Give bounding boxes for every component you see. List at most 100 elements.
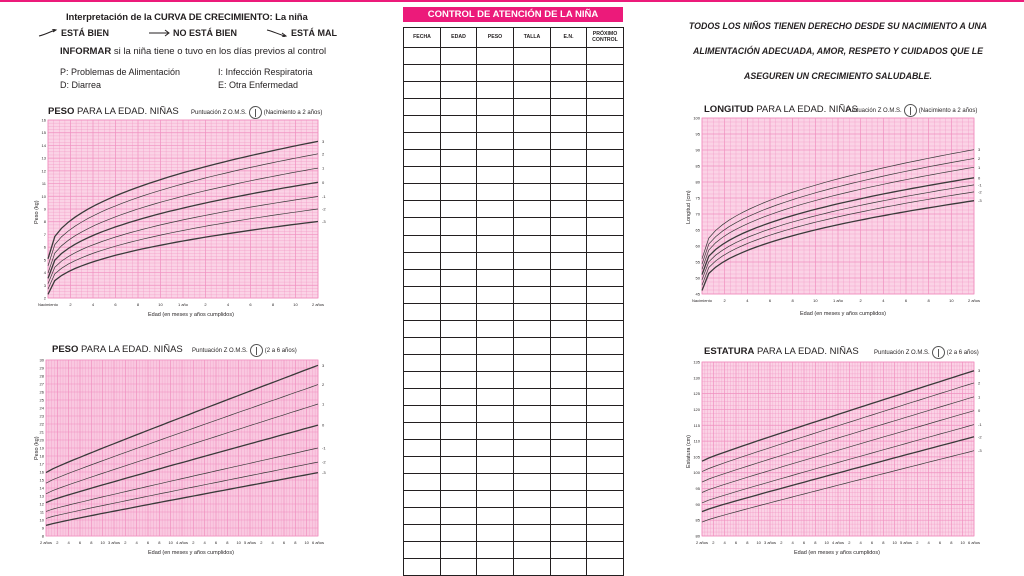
table-cell[interactable] (586, 370, 624, 389)
table-cell[interactable] (513, 115, 551, 134)
table-cell[interactable] (476, 387, 514, 406)
table-cell[interactable] (476, 353, 514, 372)
table-cell[interactable] (513, 353, 551, 372)
table-cell[interactable] (513, 422, 551, 441)
table-cell[interactable] (550, 422, 587, 441)
table-cell[interactable] (440, 404, 477, 424)
table-cell[interactable] (476, 541, 514, 560)
table-cell[interactable] (440, 473, 477, 492)
table-cell[interactable] (476, 46, 514, 66)
table-cell[interactable] (550, 490, 587, 509)
table-cell[interactable] (440, 46, 477, 66)
table-cell[interactable] (403, 285, 441, 304)
table-cell[interactable] (586, 166, 624, 185)
table-cell[interactable] (476, 251, 514, 270)
table-cell[interactable] (586, 456, 624, 475)
table-cell[interactable] (586, 149, 624, 168)
table-cell[interactable] (550, 541, 587, 560)
table-cell[interactable] (550, 319, 587, 338)
table-cell[interactable] (513, 234, 551, 253)
table-cell[interactable] (440, 336, 477, 355)
table-cell[interactable] (550, 217, 587, 236)
table-cell[interactable] (550, 149, 587, 168)
table-cell[interactable] (586, 404, 624, 424)
table-cell[interactable] (476, 302, 514, 321)
table-cell[interactable] (513, 336, 551, 355)
table-cell[interactable] (550, 353, 587, 372)
table-cell[interactable] (440, 541, 477, 560)
table-cell[interactable] (403, 166, 441, 185)
table-cell[interactable] (476, 473, 514, 492)
table-cell[interactable] (440, 200, 477, 219)
table-cell[interactable] (440, 115, 477, 134)
table-cell[interactable] (440, 456, 477, 475)
table-cell[interactable] (586, 387, 624, 406)
table-cell[interactable] (403, 268, 441, 287)
table-cell[interactable] (513, 166, 551, 185)
table-cell[interactable] (476, 132, 514, 151)
table-cell[interactable] (550, 370, 587, 389)
table-cell[interactable] (550, 336, 587, 355)
table-cell[interactable] (476, 98, 514, 117)
table-cell[interactable] (403, 183, 441, 202)
table-cell[interactable] (440, 234, 477, 253)
table-cell[interactable] (403, 524, 441, 543)
table-cell[interactable] (476, 268, 514, 287)
table-cell[interactable] (513, 404, 551, 424)
table-cell[interactable] (513, 285, 551, 304)
table-cell[interactable] (513, 558, 551, 576)
table-cell[interactable] (550, 404, 587, 424)
table-cell[interactable] (403, 115, 441, 134)
table-cell[interactable] (440, 183, 477, 202)
table-cell[interactable] (513, 268, 551, 287)
table-cell[interactable] (586, 217, 624, 236)
table-cell[interactable] (403, 98, 441, 117)
table-cell[interactable] (440, 387, 477, 406)
table-cell[interactable] (403, 507, 441, 526)
table-cell[interactable] (440, 98, 477, 117)
table-cell[interactable] (513, 473, 551, 492)
table-cell[interactable] (403, 149, 441, 168)
table-cell[interactable] (550, 302, 587, 321)
table-cell[interactable] (550, 285, 587, 304)
table-cell[interactable] (476, 166, 514, 185)
table-cell[interactable] (586, 183, 624, 202)
table-cell[interactable] (550, 268, 587, 287)
table-cell[interactable] (586, 81, 624, 100)
table-cell[interactable] (403, 64, 441, 83)
table-cell[interactable] (513, 541, 551, 560)
table-cell[interactable] (476, 456, 514, 475)
table-cell[interactable] (403, 387, 441, 406)
table-cell[interactable] (440, 490, 477, 509)
table-cell[interactable] (403, 336, 441, 355)
table-cell[interactable] (586, 507, 624, 526)
table-cell[interactable] (586, 132, 624, 151)
table-cell[interactable] (476, 404, 514, 424)
table-cell[interactable] (476, 183, 514, 202)
table-cell[interactable] (476, 507, 514, 526)
table-cell[interactable] (586, 200, 624, 219)
table-cell[interactable] (586, 268, 624, 287)
table-cell[interactable] (403, 473, 441, 492)
table-cell[interactable] (476, 81, 514, 100)
table-cell[interactable] (550, 81, 587, 100)
table-cell[interactable] (586, 98, 624, 117)
table-cell[interactable] (476, 370, 514, 389)
table-cell[interactable] (550, 507, 587, 526)
table-cell[interactable] (476, 558, 514, 576)
table-cell[interactable] (440, 558, 477, 576)
table-cell[interactable] (440, 217, 477, 236)
table-cell[interactable] (513, 98, 551, 117)
table-cell[interactable] (513, 251, 551, 270)
table-cell[interactable] (403, 456, 441, 475)
table-cell[interactable] (403, 217, 441, 236)
table-cell[interactable] (513, 132, 551, 151)
table-cell[interactable] (586, 558, 624, 576)
table-cell[interactable] (403, 132, 441, 151)
table-cell[interactable] (550, 183, 587, 202)
table-cell[interactable] (403, 81, 441, 100)
table-cell[interactable] (586, 336, 624, 355)
table-cell[interactable] (440, 507, 477, 526)
table-cell[interactable] (476, 490, 514, 509)
table-cell[interactable] (586, 473, 624, 492)
